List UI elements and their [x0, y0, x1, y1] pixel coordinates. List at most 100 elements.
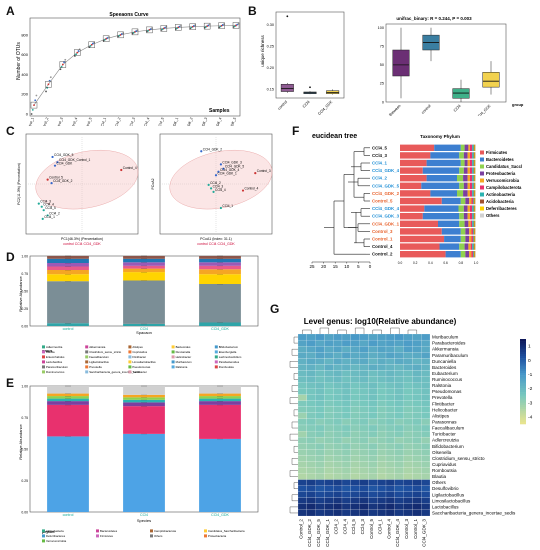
heatmap-cell: [359, 364, 369, 371]
heatmap-cell: [297, 358, 307, 365]
stack-segment: [199, 269, 241, 275]
tree-axis-label: 0: [369, 264, 372, 269]
column-label: Control_5: [369, 519, 374, 539]
heatmap-cell: [315, 467, 325, 474]
stack-segment: [199, 256, 241, 259]
heatmap-cell: [306, 352, 316, 359]
phylum-bar-segment: [467, 152, 470, 159]
row-label: Ruminococcus: [432, 377, 463, 382]
heatmap-cell: [394, 473, 404, 480]
heatmap-cell: [350, 333, 360, 341]
phylum-bar-segment: [473, 197, 475, 205]
row-label: Duncaniella: [432, 359, 456, 364]
heatmap-cell: [341, 509, 351, 517]
panel-d-genus-stacked-bar: Relative Abundance Spacaon 0.00 0.25 0.50 0…: [18, 254, 259, 374]
heatmap-cell: [368, 406, 378, 413]
sample-point: [219, 163, 223, 166]
heatmap-cell: [341, 473, 351, 480]
heatmap-cell: [350, 418, 360, 426]
heatmap-cell: [368, 479, 378, 486]
phylum-bar-segment: [473, 235, 475, 243]
phylum-bar-segment: [464, 220, 469, 227]
phylum-bar-segment: [468, 243, 471, 250]
heatmap-cell: [377, 339, 387, 347]
phylum-bar-segment: [463, 175, 468, 182]
heatmap-cell: [333, 376, 343, 383]
phylum-bar-segment: [400, 220, 438, 227]
phylum-bar-segment: [475, 220, 476, 227]
heatmap-cell: [377, 485, 387, 492]
heatmap-cell: [385, 418, 395, 426]
heatmap-cell: [412, 406, 422, 413]
phylum-bar-segment: [473, 152, 475, 159]
heatmap-cell: [297, 503, 307, 511]
heatmap-cell: [333, 388, 343, 395]
heatmap-cell: [394, 497, 404, 504]
x-tick-label: control: [63, 327, 74, 331]
heatmap-cell: [368, 424, 378, 432]
legend-label: Limosilactobacillus: [132, 360, 156, 364]
color-scale-step: [520, 404, 526, 408]
row-label: Muribaculum: [432, 335, 458, 340]
heatmap-cell: [377, 473, 387, 480]
phylum-bar-segment: [473, 159, 475, 167]
heatmap-title: Level genus: log10(Relative abundance): [304, 317, 457, 326]
phylum-bar-segment: [459, 182, 464, 189]
phylum-bar-segment: [470, 220, 473, 227]
heatmap-cell: [403, 352, 413, 359]
phylum-bar-segment: [400, 243, 440, 250]
color-scale-step: [520, 383, 526, 387]
heatmap-cell: [412, 370, 422, 377]
phylum-bar-segment: [400, 228, 442, 235]
heatmap-cell: [385, 503, 395, 511]
phylum-bar-segment: [472, 167, 474, 174]
stack-segment: [199, 438, 241, 512]
data-point: [59, 68, 62, 71]
heatmap-cell: [403, 333, 413, 341]
heatmap-cell: [341, 461, 351, 468]
sample-label: CCl4_4: [43, 203, 54, 207]
heatmap-cell: [350, 455, 360, 462]
x-axis-label: Species: [137, 518, 151, 523]
legend-swatch: [480, 185, 484, 190]
phylum-bar-segment: [475, 159, 476, 167]
phylum-bar-segment: [472, 220, 474, 227]
phylum-bar-segment: [465, 251, 470, 258]
phylum-bar-segment: [469, 251, 472, 258]
heatmap-cell: [359, 376, 369, 383]
heatmap-cell: [324, 497, 334, 504]
phylum-bar-segment: [467, 175, 470, 182]
heatmap-cell: [385, 443, 395, 450]
row-label: Paramuribaculum: [432, 353, 468, 358]
color-scale-step: [520, 345, 526, 348]
heatmap-cell: [385, 346, 395, 353]
data-box: [175, 24, 182, 31]
heatmap-cell: [385, 491, 395, 498]
color-scale-step: [520, 377, 526, 380]
y-tick-label: 1.00: [21, 254, 28, 258]
color-scale-step: [520, 370, 526, 374]
heatmap-cell: [297, 424, 307, 432]
color-scale-step: [520, 400, 526, 404]
heatmap-cell: [341, 400, 351, 407]
y-tick-label: 0.50: [21, 289, 28, 293]
heatmap-cell: [306, 485, 316, 492]
phylum-bar-segment: [465, 228, 470, 235]
stack-segment: [123, 262, 165, 266]
x-tick-label: Control_5: [84, 117, 93, 126]
color-scale-step: [520, 351, 526, 355]
tree-axis-label: 15: [333, 264, 339, 269]
heatmap-cell: [385, 358, 395, 365]
phylum-bar-segment: [473, 213, 475, 220]
phylum-bar-segment: [475, 152, 476, 159]
phylum-bar-segment: [465, 197, 470, 205]
heatmap-cell: [350, 370, 360, 377]
heatmap-cell: [315, 418, 325, 426]
heatmap-cell: [377, 455, 387, 462]
heatmap-cell: [385, 467, 395, 474]
heatmap-cell: [359, 333, 369, 341]
heatmap-cell: [297, 437, 307, 444]
row-label: Alistipes: [432, 413, 450, 418]
phylum-bar-segment: [475, 205, 476, 212]
heatmap-cell: [412, 424, 422, 432]
